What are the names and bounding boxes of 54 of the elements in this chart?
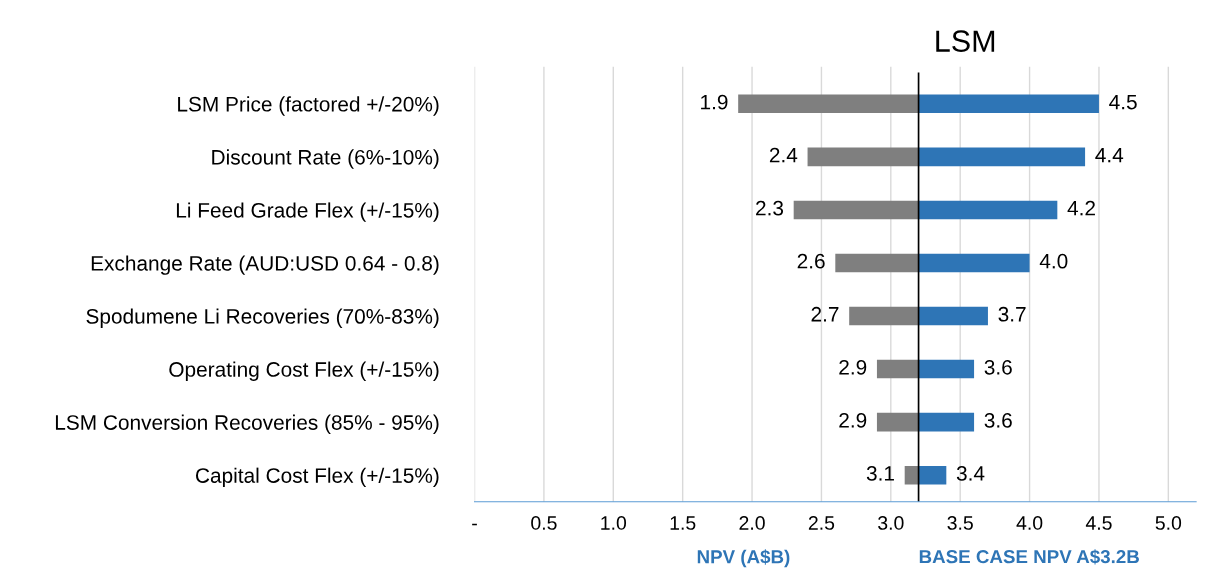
- bar: [918, 412, 975, 432]
- data-label: 2.9: [839, 412, 867, 428]
- bar: [738, 94, 919, 114]
- y-tick-label: LSM Price (factored +/-20%): [178, 96, 439, 116]
- ref-line-label: BASE CASE NPV A$3.2B: [919, 549, 1139, 565]
- data-label: 4.0: [1039, 253, 1068, 269]
- data-label: 3.4: [956, 466, 985, 481]
- data-label: 4.2: [1067, 200, 1095, 216]
- x-tick-label: 4.5: [1085, 516, 1112, 530]
- x-tick-label: 5.0: [1155, 516, 1182, 530]
- x-tick-label: -: [472, 523, 477, 526]
- x-axis-title: NPV (A$B): [697, 549, 790, 568]
- data-label: 1.9: [701, 94, 728, 110]
- y-tick-label: Capital Cost Flex (+/-15%): [196, 467, 439, 488]
- data-label: 4.4: [1095, 147, 1124, 163]
- data-label: 2.6: [797, 253, 825, 269]
- x-tick-label: 2.5: [808, 516, 835, 530]
- y-tick-label: Li Feed Grade Flex (+/-15%): [176, 202, 439, 222]
- bar: [918, 253, 1030, 273]
- y-tick-label: Discount Rate (6%-10%): [212, 149, 439, 169]
- data-label: 4.5: [1109, 94, 1137, 110]
- data-label: 3.6: [984, 359, 1012, 375]
- y-tick-label: LSM Conversion Recoveries (85% - 95%): [55, 414, 439, 434]
- bar: [849, 306, 919, 326]
- bar: [918, 200, 1058, 220]
- bar: [904, 465, 919, 485]
- bar: [807, 147, 919, 167]
- x-tick-label: 3.5: [947, 516, 973, 530]
- x-tick-label: 4.0: [1016, 516, 1043, 530]
- bar: [876, 412, 919, 432]
- bar: [918, 306, 988, 326]
- bar: [918, 465, 947, 485]
- x-tick-label: 1.5: [670, 516, 696, 530]
- data-label: 3.1: [866, 466, 894, 481]
- y-tick-label: Exchange Rate (AUD:USD 0.64 - 0.8): [91, 255, 439, 275]
- x-tick-label: 2.0: [739, 516, 765, 530]
- bar: [835, 253, 919, 273]
- data-label: 2.3: [756, 200, 784, 216]
- data-label: 2.4: [769, 147, 798, 163]
- y-tick-label: Operating Cost Flex (+/-15%): [169, 361, 439, 381]
- data-label: 3.6: [984, 412, 1012, 428]
- y-tick-label: Spodumene Li Recoveries (70%-83%): [86, 308, 439, 328]
- chart-title: LSM: [936, 30, 995, 52]
- bar: [918, 147, 1086, 167]
- x-tick-label: 3.0: [878, 516, 904, 530]
- data-label: 3.7: [998, 306, 1026, 322]
- bar: [876, 359, 919, 379]
- data-label: 2.7: [811, 306, 839, 322]
- x-tick-label: 1.0: [601, 516, 627, 530]
- x-tick-label: 0.5: [531, 516, 557, 530]
- bar: [793, 200, 919, 220]
- data-label: 2.9: [839, 359, 867, 375]
- bar: [918, 359, 975, 379]
- bar: [918, 94, 1099, 114]
